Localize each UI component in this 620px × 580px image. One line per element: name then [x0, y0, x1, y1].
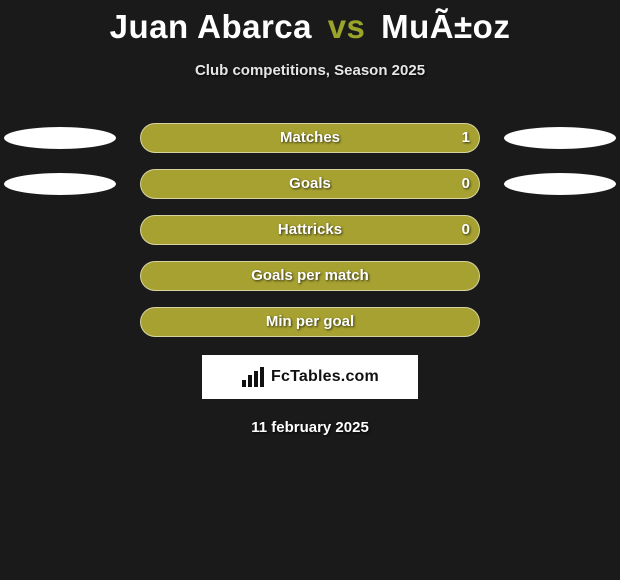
- player1-name: Juan Abarca: [110, 8, 312, 45]
- player2-badge: [504, 173, 616, 195]
- stat-row: Min per goal: [0, 307, 620, 337]
- stat-row: Goals per match: [0, 261, 620, 291]
- stat-row: Matches1: [0, 123, 620, 153]
- stat-bar-wrap: Matches1: [140, 123, 480, 153]
- player2-badge: [504, 127, 616, 149]
- brand-text: FcTables.com: [271, 368, 379, 386]
- vs-text: vs: [328, 8, 366, 45]
- stat-row: Goals0: [0, 169, 620, 199]
- comparison-title: Juan Abarca vs MuÃ±oz: [0, 0, 620, 46]
- subtitle: Club competitions, Season 2025: [0, 62, 620, 79]
- stat-bar-wrap: Hattricks0: [140, 215, 480, 245]
- stat-row: Hattricks0: [0, 215, 620, 245]
- stat-bar-wrap: Goals0: [140, 169, 480, 199]
- stat-bar: [140, 215, 480, 245]
- stat-bar-wrap: Goals per match: [140, 261, 480, 291]
- brand-bars-icon: [241, 366, 265, 388]
- stat-bar: [140, 169, 480, 199]
- stat-bar-wrap: Min per goal: [140, 307, 480, 337]
- date: 11 february 2025: [0, 419, 620, 436]
- stat-bar: [140, 123, 480, 153]
- stat-rows: Matches1 Goals0 Hattricks0 Goals per match M…: [0, 123, 620, 337]
- player1-badge: [4, 127, 116, 149]
- stat-bar: [140, 307, 480, 337]
- player2-name: MuÃ±oz: [381, 8, 510, 45]
- brand-box: FcTables.com: [202, 355, 418, 399]
- stat-bar: [140, 261, 480, 291]
- player1-badge: [4, 173, 116, 195]
